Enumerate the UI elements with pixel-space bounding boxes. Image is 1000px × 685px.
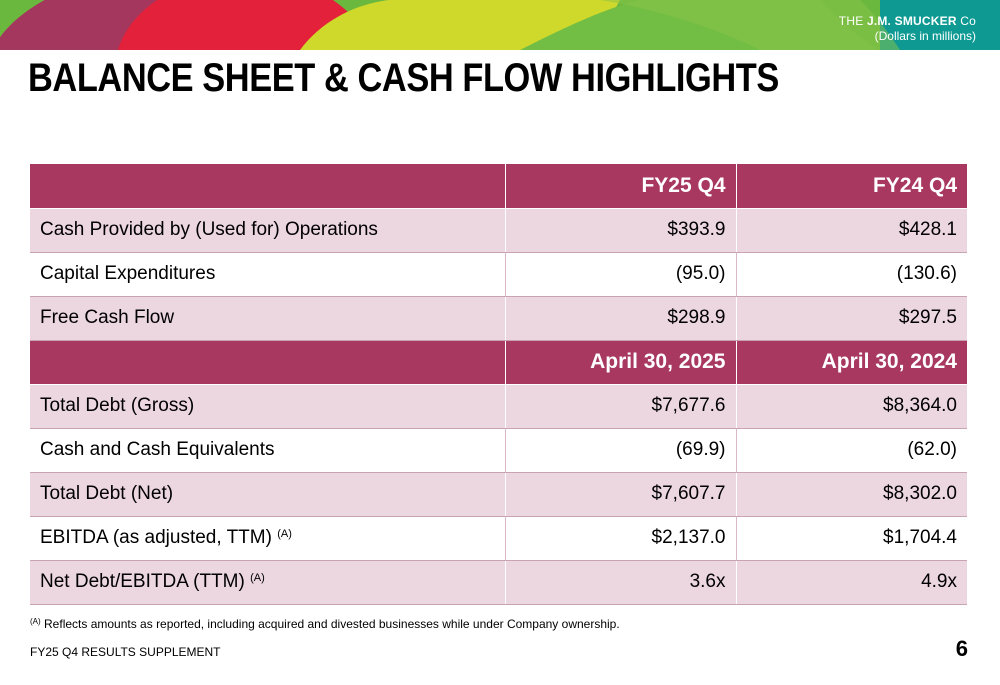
header-cell-label xyxy=(30,340,505,385)
decorative-banner: THE J.M. SMUCKER Co (Dollars in millions… xyxy=(0,0,1000,50)
row-label: Cash and Cash Equivalents xyxy=(30,428,505,473)
row-value: $7,607.7 xyxy=(504,472,736,517)
banner-graphic xyxy=(0,0,1000,50)
logo-name: J.M. SMUCKER xyxy=(866,14,957,28)
row-label: Free Cash Flow xyxy=(30,296,505,341)
table-row: EBITDA (as adjusted, TTM) (A) $2,137.0 $… xyxy=(30,516,967,561)
row-value: $428.1 xyxy=(735,208,967,253)
logo-suffix: Co xyxy=(960,14,976,28)
footnote-text: Reflects amounts as reported, including … xyxy=(44,617,620,631)
row-value: $393.9 xyxy=(504,208,736,253)
row-label-text: Net Debt/EBITDA (TTM) xyxy=(40,571,245,592)
row-value: $298.9 xyxy=(504,296,736,341)
row-value: $7,677.6 xyxy=(504,384,736,429)
header-cell-2024: April 30, 2024 xyxy=(735,340,967,385)
footnote-ref: (A) xyxy=(250,572,265,584)
row-value: $297.5 xyxy=(735,296,967,341)
row-label: Total Debt (Net) xyxy=(30,472,505,517)
footnote-ref: (A) xyxy=(277,528,292,540)
row-label: Total Debt (Gross) xyxy=(30,384,505,429)
table-row: Cash and Cash Equivalents (69.9) (62.0) xyxy=(30,428,967,473)
row-label-text: EBITDA (as adjusted, TTM) xyxy=(40,527,272,548)
logo-wordmark: THE J.M. SMUCKER Co xyxy=(839,14,976,29)
footer-label: FY25 Q4 RESULTS SUPPLEMENT xyxy=(30,645,221,659)
table-header-row: April 30, 2025 April 30, 2024 xyxy=(30,340,967,385)
header-cell-fy24: FY24 Q4 xyxy=(735,164,967,209)
row-value: $2,137.0 xyxy=(504,516,736,561)
table-row: Free Cash Flow $298.9 $297.5 xyxy=(30,296,967,341)
table-row: Net Debt/EBITDA (TTM) (A) 3.6x 4.9x xyxy=(30,560,967,605)
row-label: Cash Provided by (Used for) Operations xyxy=(30,208,505,253)
table-header-row: FY25 Q4 FY24 Q4 xyxy=(30,164,967,209)
row-value: (95.0) xyxy=(504,252,736,297)
footnote: (A) Reflects amounts as reported, includ… xyxy=(30,617,620,631)
table-row: Total Debt (Net) $7,607.7 $8,302.0 xyxy=(30,472,967,517)
row-value: (69.9) xyxy=(504,428,736,473)
row-value: (62.0) xyxy=(735,428,967,473)
page-title: BALANCE SHEET & CASH FLOW HIGHLIGHTS xyxy=(28,56,779,100)
header-cell-fy25: FY25 Q4 xyxy=(504,164,736,209)
company-logo: THE J.M. SMUCKER Co (Dollars in millions… xyxy=(839,14,976,44)
table-row: Cash Provided by (Used for) Operations $… xyxy=(30,208,967,253)
units-label: (Dollars in millions) xyxy=(874,29,976,43)
row-label: Net Debt/EBITDA (TTM) (A) xyxy=(30,560,505,605)
row-value: 3.6x xyxy=(504,560,736,605)
highlights-table: FY25 Q4 FY24 Q4 Cash Provided by (Used f… xyxy=(30,164,967,605)
table-row: Capital Expenditures (95.0) (130.6) xyxy=(30,252,967,297)
row-label: Capital Expenditures xyxy=(30,252,505,297)
row-value: 4.9x xyxy=(735,560,967,605)
row-value: $8,302.0 xyxy=(735,472,967,517)
header-cell-2025: April 30, 2025 xyxy=(504,340,736,385)
table-row: Total Debt (Gross) $7,677.6 $8,364.0 xyxy=(30,384,967,429)
page-number: 6 xyxy=(955,636,968,661)
row-value: (130.6) xyxy=(735,252,967,297)
header-cell-label xyxy=(30,164,505,209)
logo-prefix: THE xyxy=(838,14,864,28)
row-label: EBITDA (as adjusted, TTM) (A) xyxy=(30,516,505,561)
row-value: $1,704.4 xyxy=(735,516,967,561)
row-value: $8,364.0 xyxy=(735,384,967,429)
footnote-mark: (A) xyxy=(30,617,41,626)
